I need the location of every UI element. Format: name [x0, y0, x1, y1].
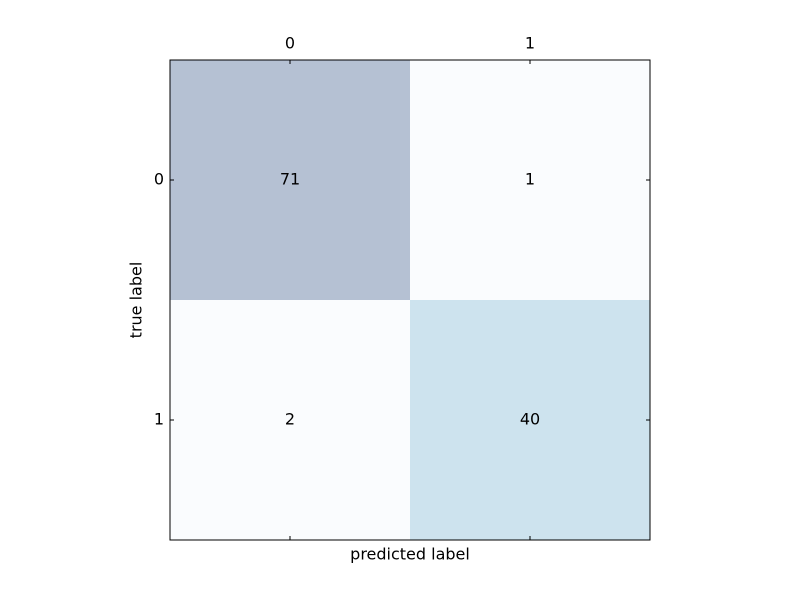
x-tick-label: 1	[525, 34, 535, 53]
y-tick-label: 0	[154, 170, 164, 189]
y-axis-label: true label	[127, 262, 146, 339]
heatmap-cell	[170, 300, 410, 540]
x-tick-label: 0	[285, 34, 295, 53]
y-tick-label: 1	[154, 410, 164, 429]
heatmap-cell	[410, 60, 650, 300]
plot-frame	[169, 59, 651, 541]
cell-label: 40	[520, 410, 540, 429]
cell-label: 2	[285, 410, 295, 429]
cell-label: 1	[525, 170, 535, 189]
cell-label: 71	[280, 170, 300, 189]
heatmap-cell	[170, 60, 410, 300]
x-axis-label: predicted label	[350, 545, 470, 564]
heatmap-cell	[410, 300, 650, 540]
